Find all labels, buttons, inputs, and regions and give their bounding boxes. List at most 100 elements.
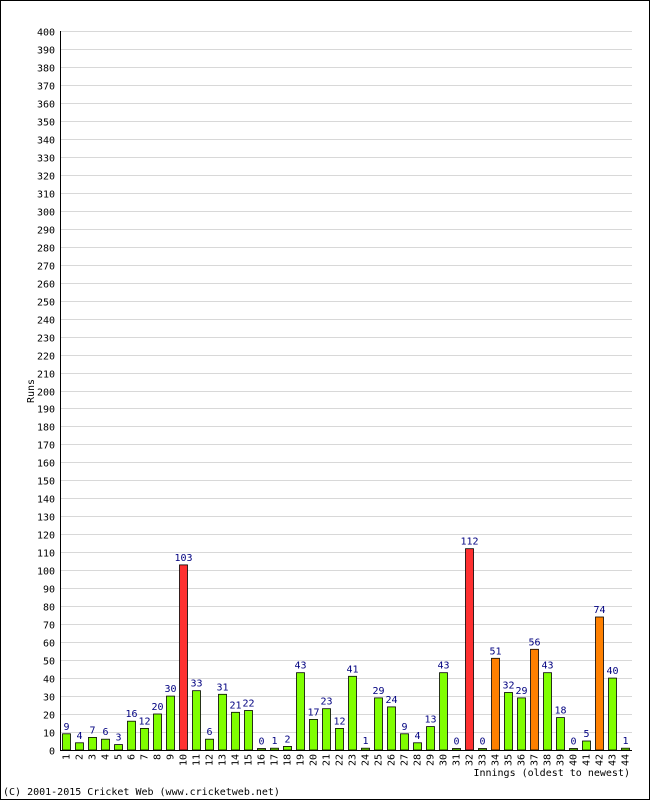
y-tick-label: 190: [37, 405, 55, 416]
bar: [608, 677, 617, 751]
bar: [62, 733, 71, 751]
data-label: 1: [271, 736, 277, 747]
y-tick-label: 130: [37, 513, 55, 524]
x-tick-label: 27: [400, 754, 411, 766]
y-tick-label: 170: [37, 441, 55, 452]
x-tick-label: 8: [153, 754, 164, 760]
bar: [452, 748, 461, 751]
x-tick-label: 2: [75, 754, 86, 760]
bar: [309, 719, 318, 751]
x-tick-label: 23: [348, 754, 359, 766]
bar: [192, 690, 201, 751]
bar: [244, 710, 253, 751]
x-tick-label: 29: [426, 754, 437, 766]
bar: [153, 713, 162, 751]
y-tick-label: 80: [43, 603, 55, 614]
bar: [361, 747, 370, 751]
x-tick-label: 36: [517, 754, 528, 766]
data-label: 56: [528, 637, 540, 648]
y-tick-label: 230: [37, 334, 55, 345]
x-tick-label: 38: [543, 754, 554, 766]
y-tick-label: 120: [37, 531, 55, 542]
y-tick-label: 350: [37, 118, 55, 129]
y-tick-label: 240: [37, 316, 55, 327]
x-tick-label: 30: [439, 754, 450, 766]
data-label: 6: [206, 727, 212, 738]
y-tick-label: 330: [37, 154, 55, 165]
x-tick-label: 40: [569, 754, 580, 766]
y-tick-label: 290: [37, 226, 55, 237]
x-axis-title: Innings (oldest to newest): [473, 768, 630, 779]
copyright-text: (C) 2001-2015 Cricket Web (www.cricketwe…: [3, 787, 280, 798]
x-tick-label: 33: [478, 754, 489, 766]
data-label: 103: [174, 553, 192, 564]
data-label: 9: [401, 722, 407, 733]
bar: [478, 748, 487, 751]
bar: [439, 672, 448, 751]
y-tick-label: 280: [37, 244, 55, 255]
bar: [88, 737, 97, 751]
x-tick-label: 34: [491, 754, 502, 766]
data-label: 51: [489, 646, 501, 657]
bar: [426, 726, 435, 751]
x-tick-label: 11: [192, 754, 203, 766]
grid-lines: [60, 31, 632, 733]
data-label: 43: [437, 661, 449, 672]
bar: [582, 740, 591, 751]
bar: [166, 695, 175, 751]
x-tick-label: 31: [452, 754, 463, 766]
x-tick-label: 12: [205, 754, 216, 766]
x-tick-label: 5: [114, 754, 125, 760]
bar: [231, 711, 240, 751]
data-label: 3: [115, 733, 121, 744]
y-tick-label: 60: [43, 639, 55, 650]
data-label: 9: [63, 722, 69, 733]
data-label: 40: [606, 666, 618, 677]
x-tick-label: 16: [257, 754, 268, 766]
y-tick-label: 220: [37, 352, 55, 363]
data-label: 41: [346, 664, 358, 675]
x-tick-label: 10: [179, 754, 190, 766]
x-tick-label: 18: [283, 754, 294, 766]
data-label: 74: [593, 605, 605, 616]
data-label: 18: [554, 706, 566, 717]
bar: [400, 733, 409, 751]
bar: [335, 728, 344, 751]
y-tick-labels: 0 10 20 30 40 50 60 70 80 90 100 110 120 130 140 150 160…: [37, 28, 55, 758]
x-tick-label: 41: [582, 754, 593, 766]
y-tick-label: 360: [37, 100, 55, 111]
bar: [530, 648, 539, 751]
x-tick-label: 21: [322, 754, 333, 766]
bar: [374, 697, 383, 751]
data-label: 43: [541, 661, 553, 672]
x-tick-label: 20: [309, 754, 320, 766]
y-axis-title: Runs: [26, 379, 37, 403]
x-tick-label: 7: [140, 754, 151, 760]
y-tick-label: 210: [37, 370, 55, 381]
y-tick-label: 310: [37, 190, 55, 201]
bars: [62, 548, 630, 751]
y-tick-label: 100: [37, 567, 55, 578]
bar: [127, 720, 136, 751]
data-label: 29: [515, 686, 527, 697]
data-label: 13: [424, 715, 436, 726]
bar: [205, 738, 214, 751]
data-label: 7: [89, 725, 95, 736]
bar: [556, 717, 565, 751]
bar: [75, 742, 84, 751]
bar: [595, 616, 604, 751]
data-label: 16: [125, 709, 137, 720]
bar: [283, 746, 292, 751]
data-label: 30: [164, 684, 176, 695]
y-tick-label: 390: [37, 46, 55, 57]
x-tick-label: 17: [270, 754, 281, 766]
x-tick-label: 1: [62, 754, 73, 760]
y-tick-label: 180: [37, 423, 55, 434]
data-label: 31: [216, 682, 228, 693]
x-tick-label: 39: [556, 754, 567, 766]
data-label: 21: [229, 700, 241, 711]
data-label: 4: [414, 731, 420, 742]
y-tick-label: 50: [43, 657, 55, 668]
y-tick-label: 270: [37, 262, 55, 273]
